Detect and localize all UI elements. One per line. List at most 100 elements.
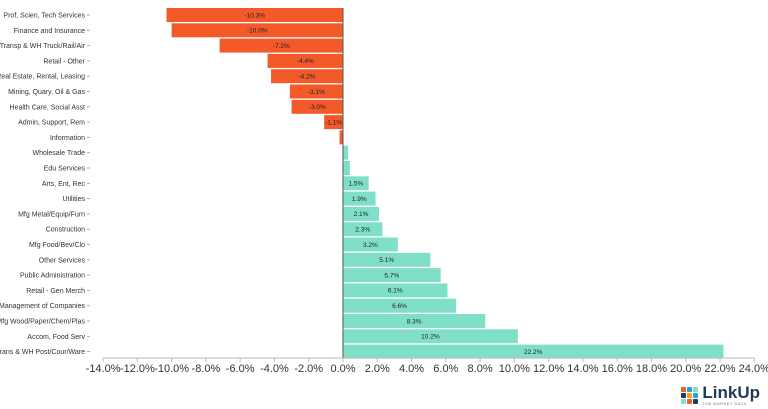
x-tick-label: 14.0% xyxy=(567,363,598,375)
logo-square xyxy=(681,387,687,392)
bar xyxy=(343,298,457,313)
value-label: 10.2% xyxy=(421,334,440,341)
x-tick-label: 20.0% xyxy=(670,363,701,375)
x-tick-label: 6.0% xyxy=(433,363,458,375)
bar xyxy=(343,344,724,359)
x-tick-label: 4.0% xyxy=(399,363,424,375)
category-label: Mfg Wood/Paper/Chem/Plas xyxy=(0,319,85,326)
value-label: 2.3% xyxy=(355,227,370,234)
bar xyxy=(324,115,343,130)
logo-tagline: JOB MARKET DATA xyxy=(702,401,747,406)
value-label: -4.2% xyxy=(299,74,316,81)
category-label: Management of Companies xyxy=(0,303,85,310)
value-label: -3.1% xyxy=(308,89,325,96)
x-tick-label: -6.0% xyxy=(226,363,255,375)
x-tick-label: 2.0% xyxy=(365,363,390,375)
bar xyxy=(171,23,343,38)
x-tick-label: 18.0% xyxy=(636,363,667,375)
category-label: Retail - Other xyxy=(43,58,85,65)
x-tick-label: 0.0% xyxy=(330,363,355,375)
bar xyxy=(343,314,486,328)
category-label: Wholesale Trade xyxy=(32,150,85,157)
category-label: Mfg Metal/Equip/Furn xyxy=(18,211,85,218)
logo-square xyxy=(681,399,687,404)
value-label: 6.6% xyxy=(392,303,407,310)
category-label: Information xyxy=(50,135,85,142)
logo-square xyxy=(693,393,699,398)
category-label: Public Administration xyxy=(20,273,85,280)
logo-square xyxy=(693,387,699,392)
bar xyxy=(166,8,343,22)
value-label: -7.2% xyxy=(273,43,290,50)
logo-name: LinkUp xyxy=(702,383,760,402)
bars-group xyxy=(166,8,724,359)
category-label: Prof, Scien, Tech Services xyxy=(3,13,85,20)
bar xyxy=(291,99,343,114)
value-label: 5.7% xyxy=(384,272,399,279)
category-label: Mining, Quary, Oil & Gas xyxy=(8,89,85,96)
bar xyxy=(343,145,349,160)
logo-square xyxy=(693,399,699,404)
value-label: 1.5% xyxy=(348,181,363,188)
x-tick-label: -8.0% xyxy=(192,363,221,375)
bar xyxy=(343,283,448,298)
logo-square xyxy=(687,387,693,392)
category-label: Edu Services xyxy=(44,166,86,173)
category-label: Accom, Food Serv xyxy=(27,334,85,341)
category-label: Utilities xyxy=(62,196,85,203)
bar xyxy=(343,206,379,221)
linkup-logo: LinkUp JOB MARKET DATA xyxy=(681,384,760,406)
logo-mark-icon xyxy=(681,387,699,404)
category-label: Real Estate, Rental, Leasing xyxy=(0,74,85,81)
x-tick-label: -12.0% xyxy=(120,363,155,375)
category-label: Retail - Gen Merch xyxy=(26,288,85,295)
logo-square xyxy=(681,393,687,398)
bar xyxy=(343,191,376,206)
x-tick-label: 8.0% xyxy=(468,363,493,375)
category-labels: Prof, Scien, Tech Services Finance and In… xyxy=(0,13,90,356)
category-label: Admin, Support, Rem xyxy=(18,120,85,127)
category-label: Transp & WH Truck/Rail/Air xyxy=(0,43,86,50)
value-label: -10.0% xyxy=(247,28,268,35)
bar xyxy=(343,329,518,344)
x-tick-label: 10.0% xyxy=(499,363,530,375)
x-tick-label: 12.0% xyxy=(533,363,564,375)
value-label: 3.2% xyxy=(363,242,378,249)
value-label: 1.9% xyxy=(352,196,367,203)
bar xyxy=(343,237,398,252)
category-label: Health Care, Social Asst xyxy=(10,104,86,111)
x-tick-label: -10.0% xyxy=(154,363,189,375)
category-label: Construction xyxy=(46,227,85,234)
x-tick-label: 22.0% xyxy=(704,363,735,375)
bar xyxy=(343,268,441,283)
bar xyxy=(219,38,343,53)
x-tick-label: -4.0% xyxy=(260,363,289,375)
bar xyxy=(271,69,343,84)
bar xyxy=(343,176,369,191)
value-label: 22.2% xyxy=(524,349,543,356)
logo-square xyxy=(687,399,693,404)
x-tick-label: 16.0% xyxy=(602,363,633,375)
bar xyxy=(343,252,431,267)
bar xyxy=(339,130,343,145)
x-axis: -14.0% -12.0% -10.0% -8.0% -6.0% -4.0% -2.0% 0.… xyxy=(86,8,768,375)
category-label: Finance and Insurance xyxy=(14,28,85,35)
value-label: -4.4% xyxy=(297,58,314,65)
value-label: 5.1% xyxy=(379,257,394,264)
value-label: -10.3% xyxy=(244,12,265,19)
value-label: 2.1% xyxy=(354,211,369,218)
logo-square xyxy=(687,393,693,398)
category-label: Other Services xyxy=(39,257,86,264)
bar xyxy=(289,84,343,99)
value-label: -3.0% xyxy=(309,104,326,111)
x-tick-label: 24.0% xyxy=(739,363,768,375)
bar xyxy=(343,222,383,237)
category-label: Arts, Ent, Rec xyxy=(42,181,86,188)
bar xyxy=(267,53,343,68)
x-tick-label: -14.0% xyxy=(86,363,121,375)
value-label: 8.3% xyxy=(407,318,422,325)
value-labels: -10.3% -10.0% -7.2% -4.4% -4.2% -3.1% -3.0% -1.… xyxy=(244,12,542,356)
bar xyxy=(343,161,350,175)
value-label: -1.1% xyxy=(325,119,342,126)
